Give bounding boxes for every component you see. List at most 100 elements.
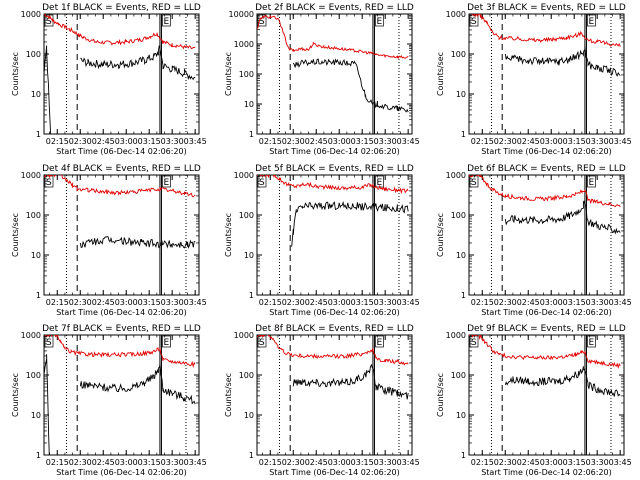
y-tick-label: 100 [239, 371, 254, 380]
x-tick-label: 03:15 [351, 458, 374, 467]
x-tick-label: 02:30 [69, 458, 92, 467]
events-series-line [44, 45, 196, 134]
lld-series-line [44, 14, 196, 50]
x-tick-label: 02:30 [69, 298, 92, 307]
x-tick-label: 02:45 [92, 137, 115, 146]
x-tick-label: 02:15 [471, 298, 494, 307]
y-tick-label: 10 [456, 411, 466, 420]
x-tick-label: 02:45 [305, 458, 328, 467]
start-marker-box [257, 14, 267, 27]
y-tick-label: 10 [456, 90, 466, 99]
start-marker-box [469, 335, 479, 348]
x-tick-label: 03:00 [328, 458, 351, 467]
x-tick-label: 03:30 [161, 137, 184, 146]
y-axis-label: Counts/sec [224, 373, 233, 417]
end-marker-box [587, 175, 596, 188]
events-series-line [292, 58, 409, 113]
x-tick-label: 03:45 [609, 298, 632, 307]
y-axis-label: Counts/sec [224, 213, 233, 257]
x-tick-label: 03:15 [563, 458, 586, 467]
plot-frame [256, 13, 413, 135]
panel-det-5: Det 5f BLACK = Events, RED = LLD 1 10 100 10… [224, 164, 420, 317]
x-tick-label: 02:30 [494, 137, 517, 146]
y-tick-label: 10 [31, 411, 41, 420]
x-tick-label: 03:30 [586, 458, 609, 467]
x-tick-label: 03:00 [540, 458, 563, 467]
x-tick-label: 02:15 [46, 137, 69, 146]
x-axis-label: Start Time (06-Dec-14 02:06:20) [481, 308, 612, 317]
lld-series-line [257, 175, 409, 195]
x-tick-label: 03:15 [563, 137, 586, 146]
x-tick-label: 03:15 [563, 298, 586, 307]
panel-title: Det 8f BLACK = Events, RED = LLD [255, 324, 414, 334]
lld-series-line [44, 335, 196, 369]
x-tick-label: 03:30 [374, 458, 397, 467]
x-axis-label: Start Time (06-Dec-14 02:06:20) [56, 308, 187, 317]
x-axis-label: Start Time (06-Dec-14 02:06:20) [269, 468, 400, 477]
y-tick-label: 1000 [234, 331, 254, 340]
x-tick-label: 02:15 [259, 298, 282, 307]
end-marker-label: E [588, 338, 594, 348]
y-axis-label: Counts/sec [436, 213, 445, 257]
x-tick-label: 02:15 [471, 458, 494, 467]
end-marker-label: E [163, 17, 169, 27]
x-tick-label: 03:15 [138, 137, 161, 146]
x-tick-label: 03:45 [184, 137, 207, 146]
panel-title: Det 3f BLACK = Events, RED = LLD [467, 3, 626, 13]
end-marker-box [162, 335, 171, 348]
x-tick-label: 02:15 [46, 458, 69, 467]
x-tick-label: 02:45 [305, 137, 328, 146]
x-axis-label: Start Time (06-Dec-14 02:06:20) [481, 468, 612, 477]
end-marker-label: E [163, 338, 169, 348]
x-tick-label: 03:00 [115, 298, 138, 307]
panel-det-6: Det 6f BLACK = Events, RED = LLD 1 10 100 10… [436, 164, 632, 317]
end-marker-box [162, 14, 171, 27]
y-tick-label: 10 [244, 411, 254, 420]
x-tick-label: 03:00 [328, 137, 351, 146]
y-tick-label: 10 [244, 100, 254, 109]
x-tick-label: 02:45 [92, 298, 115, 307]
y-tick-label: 1 [249, 291, 254, 300]
x-tick-label: 03:45 [397, 298, 420, 307]
end-marker-label: E [376, 338, 382, 348]
end-marker-label: E [588, 17, 594, 27]
x-tick-label: 02:15 [259, 458, 282, 467]
lld-series-line [469, 335, 621, 369]
x-tick-label: 03:15 [351, 298, 374, 307]
y-axis-label: Counts/sec [11, 213, 20, 257]
y-tick-label: 100 [26, 50, 41, 59]
lld-series-line [469, 175, 621, 208]
events-series-line [504, 46, 621, 77]
lld-series-line [44, 175, 196, 198]
y-tick-label: 1 [249, 451, 254, 460]
y-tick-label: 10000 [229, 10, 254, 19]
x-tick-label: 02:45 [305, 298, 328, 307]
y-tick-label: 1 [36, 130, 41, 139]
start-marker-label: S [46, 178, 52, 188]
start-marker-label: S [46, 17, 52, 27]
y-axis-label: Counts/sec [436, 52, 445, 96]
end-marker-label: E [376, 17, 382, 27]
y-tick-label: 1 [249, 130, 254, 139]
y-tick-label: 100 [451, 211, 466, 220]
plot-frame [43, 13, 200, 135]
x-axis-label: Start Time (06-Dec-14 02:06:20) [56, 147, 187, 156]
end-marker-label: E [163, 178, 169, 188]
y-tick-label: 100 [239, 211, 254, 220]
lld-series-line [469, 14, 621, 47]
x-tick-label: 03:30 [161, 298, 184, 307]
x-tick-label: 03:15 [138, 298, 161, 307]
start-marker-box [469, 175, 479, 188]
plot-frame [43, 334, 200, 456]
lld-series-line [257, 14, 409, 59]
y-tick-label: 1000 [446, 331, 466, 340]
x-tick-label: 02:30 [282, 137, 305, 146]
y-tick-label: 1 [461, 130, 466, 139]
panel-title: Det 9f BLACK = Events, RED = LLD [467, 324, 626, 334]
plot-frame [256, 334, 413, 456]
x-axis-label: Start Time (06-Dec-14 02:06:20) [481, 147, 612, 156]
panel-title: Det 7f BLACK = Events, RED = LLD [42, 324, 201, 334]
x-tick-label: 03:30 [374, 298, 397, 307]
panel-title: Det 2f BLACK = Events, RED = LLD [255, 3, 414, 13]
panel-det-2: Det 2f BLACK = Events, RED = LLD 1 10 100 10… [224, 3, 420, 156]
